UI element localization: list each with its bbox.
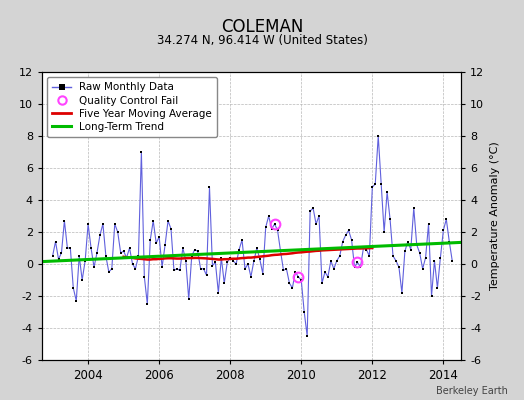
Text: 34.274 N, 96.414 W (United States): 34.274 N, 96.414 W (United States) (157, 34, 367, 47)
Text: COLEMAN: COLEMAN (221, 18, 303, 36)
Y-axis label: Temperature Anomaly (°C): Temperature Anomaly (°C) (490, 142, 500, 290)
Text: Berkeley Earth: Berkeley Earth (436, 386, 508, 396)
Legend: Raw Monthly Data, Quality Control Fail, Five Year Moving Average, Long-Term Tren: Raw Monthly Data, Quality Control Fail, … (47, 77, 217, 137)
